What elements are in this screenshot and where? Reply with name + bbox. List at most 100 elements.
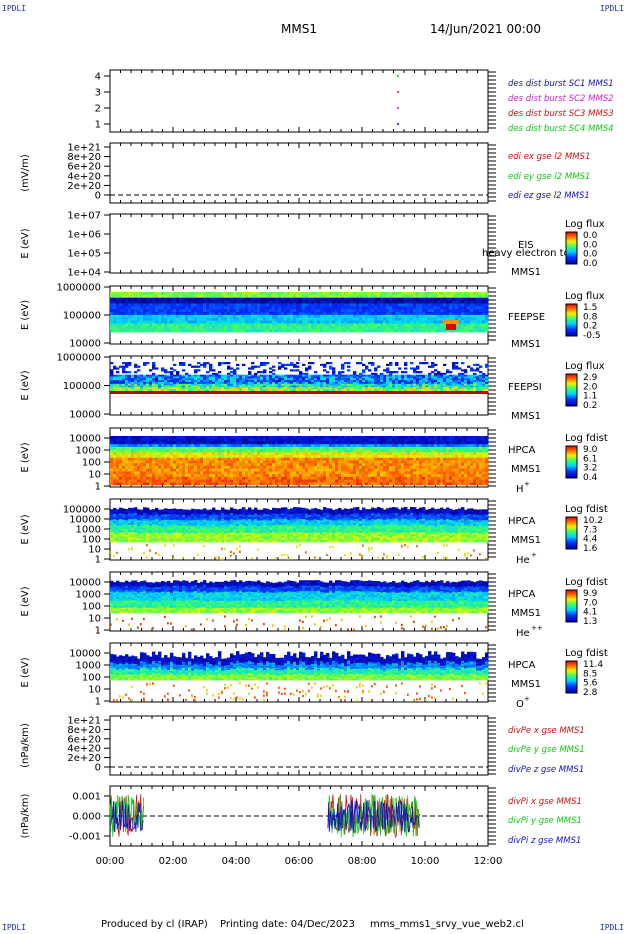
- spectrogram-cell: [299, 436, 303, 440]
- spectrogram-cell: [185, 460, 189, 464]
- spectrogram-cell: [467, 326, 471, 330]
- spectrogram-cell: [269, 312, 273, 316]
- spectrogram-cell: [116, 303, 120, 307]
- spectrogram-cell: [290, 303, 294, 307]
- spectrogram-cell: [287, 457, 291, 461]
- spectrogram-cell: [233, 300, 237, 304]
- spectrogram-cell: [386, 312, 390, 316]
- spectrogram-cell: [470, 381, 474, 385]
- spectrogram-cell: [449, 376, 453, 379]
- spectrogram-cell: [485, 380, 489, 383]
- spectrogram-cell: [290, 374, 294, 377]
- spectrogram-cell: [290, 385, 294, 388]
- spectrogram-cell: [149, 323, 153, 327]
- spectrogram-cell: [284, 476, 288, 480]
- spectrogram-cell: [230, 471, 234, 475]
- spectrogram-cell: [230, 303, 234, 307]
- spectrogram-cell: [200, 455, 204, 459]
- spectrogram-cell: [137, 387, 141, 390]
- spectrogram-cell: [209, 300, 213, 304]
- spectrogram-cell: [395, 378, 399, 381]
- spectrogram-cell: [389, 292, 393, 296]
- spectrogram-cell: [356, 294, 360, 299]
- spectrogram-cell: [479, 303, 483, 307]
- spectrogram-cell: [410, 376, 414, 379]
- spectrogram-cell: [269, 452, 273, 456]
- spectrogram-cell: [272, 441, 276, 445]
- spectrogram-cell: [263, 446, 267, 451]
- spectrogram-cell: [239, 329, 243, 333]
- spectrogram-cell: [245, 323, 249, 327]
- spectrogram-cell: [146, 452, 150, 456]
- spectrogram-cell: [347, 376, 351, 379]
- spectrogram-cell: [170, 441, 174, 445]
- spectrogram-cell: [221, 479, 225, 483]
- spectrogram-cell: [197, 306, 201, 310]
- spectrogram-cell: [116, 380, 120, 383]
- spectrogram-cell: [188, 471, 192, 475]
- spectrogram-cell: [230, 455, 234, 459]
- spectrogram-cell: [197, 387, 201, 390]
- spectrogram-cell: [203, 297, 207, 301]
- spectrogram-cell: [122, 441, 126, 445]
- spectrogram-cell: [437, 303, 441, 307]
- spectrogram-cell: [119, 452, 123, 456]
- spectrogram-cell: [347, 369, 351, 372]
- spectrogram-cell: [158, 312, 162, 316]
- instrument-label: FEEPSE: [508, 312, 545, 323]
- spectrogram-cell: [215, 441, 219, 445]
- spectrogram-cell: [185, 479, 189, 483]
- spectrogram-cell: [128, 476, 132, 480]
- spectrogram-cell: [383, 387, 387, 390]
- spectrogram-cell: [233, 312, 237, 316]
- spectrogram-cell: [137, 385, 141, 388]
- spectrogram-cell: [350, 376, 354, 379]
- spectrogram-cell: [371, 387, 375, 390]
- spectrogram-cell: [290, 381, 294, 385]
- spectrogram-cell: [473, 363, 477, 367]
- spectrogram-cell: [209, 292, 213, 296]
- spectrogram-cell: [317, 294, 321, 299]
- spectrogram-cell: [173, 309, 177, 313]
- spectrogram-cell: [311, 362, 315, 365]
- spectrogram-cell: [155, 300, 159, 304]
- spectrogram-cell: [182, 383, 186, 386]
- spectrogram-cell: [395, 383, 399, 386]
- spectrogram-cell: [137, 306, 141, 310]
- spectrogram-cell: [230, 297, 234, 301]
- spectrogram-cell: [275, 452, 279, 456]
- spectrogram-cell: [266, 378, 270, 381]
- spectrogram-cell: [344, 362, 348, 365]
- spectrogram-cell: [278, 455, 282, 459]
- spectrogram-cell: [152, 465, 156, 470]
- spectrogram-cell: [161, 436, 165, 440]
- spectrogram-cell: [323, 326, 327, 330]
- spectrogram-cell: [143, 326, 147, 330]
- spectrogram-cell: [296, 479, 300, 483]
- spectrogram-cell: [269, 320, 273, 324]
- spectrogram-cell: [305, 292, 309, 296]
- spectrogram-cell: [197, 376, 201, 379]
- spectrogram-cell: [308, 312, 312, 316]
- spectrogram-cell: [299, 479, 303, 483]
- spectrogram-cell: [209, 383, 213, 386]
- spectrogram-cell: [158, 374, 162, 377]
- spectrogram-cell: [362, 292, 366, 296]
- spectrogram-cell: [263, 441, 267, 445]
- spectrogram-cell: [434, 329, 438, 333]
- spectrogram-cell: [446, 383, 450, 386]
- spectrogram-cell: [335, 320, 339, 324]
- spectrogram-cell: [161, 385, 165, 388]
- spectrogram-cell: [245, 312, 249, 316]
- spectrogram-cell: [248, 465, 252, 470]
- spectrogram-cell: [188, 441, 192, 445]
- spectrogram-cell: [275, 329, 279, 333]
- spectrogram-cell: [485, 385, 489, 388]
- spectrogram-cell: [440, 292, 444, 296]
- spectrogram-cell: [344, 383, 348, 386]
- spectrogram-cell: [371, 376, 375, 379]
- spectrogram-cell: [260, 306, 264, 310]
- spectrogram-cell: [167, 380, 171, 383]
- spectrogram-cell: [395, 312, 399, 316]
- spectrogram-cell: [482, 294, 486, 299]
